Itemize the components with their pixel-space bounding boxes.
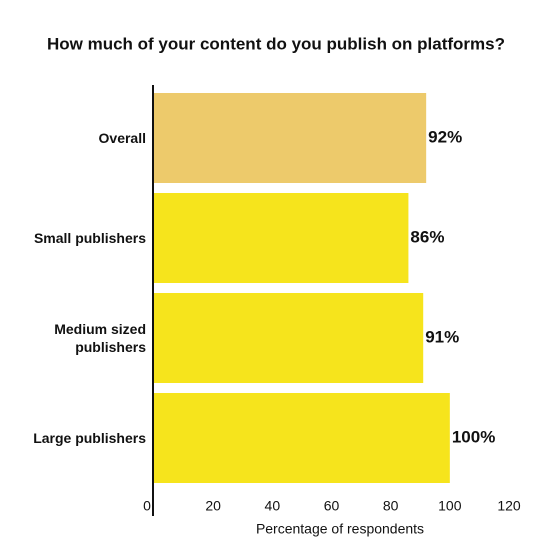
- y-tick-label: Large publishers: [33, 430, 146, 446]
- value-label: 92%: [428, 127, 462, 146]
- chart-title: How much of your content do you publish …: [47, 34, 505, 53]
- y-tick-label: Overall: [98, 130, 146, 146]
- bar: [154, 93, 427, 183]
- x-tick-label: 60: [324, 498, 340, 514]
- x-tick-label: 40: [265, 498, 281, 514]
- x-tick-label: 100: [438, 498, 462, 514]
- x-tick-label: 80: [383, 498, 399, 514]
- bar: [154, 293, 424, 383]
- x-tick-label: 120: [497, 498, 521, 514]
- x-tick-label: 0: [143, 498, 151, 514]
- y-tick-label: Small publishers: [33, 230, 146, 246]
- bar: [154, 193, 409, 283]
- value-label: 86%: [410, 227, 444, 246]
- value-label: 100%: [452, 427, 495, 446]
- y-tick-label: Medium sized publishers: [54, 321, 146, 355]
- x-tick-label: 20: [205, 498, 221, 514]
- bar: [154, 393, 450, 483]
- value-label: 91%: [425, 327, 459, 346]
- x-axis-label: Percentage of respondents: [256, 521, 424, 537]
